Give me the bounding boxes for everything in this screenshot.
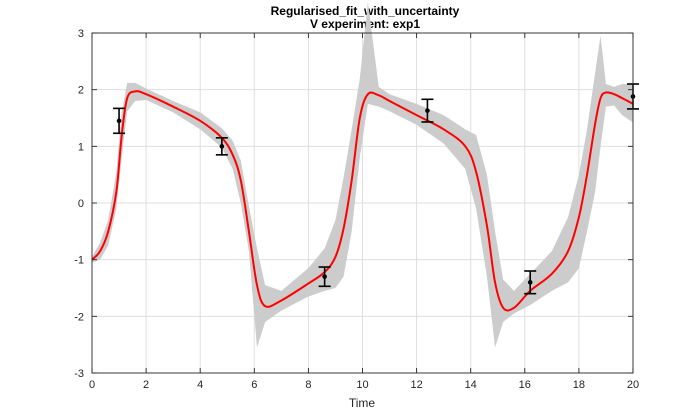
uncertainty-band xyxy=(92,1,633,348)
data-marker xyxy=(425,108,430,113)
data-point xyxy=(113,107,126,135)
x-tick-label: 20 xyxy=(627,379,639,391)
y-axis-ticks: -3 -2 -1 0 1 2 3 xyxy=(74,28,633,380)
x-tick-label: 12 xyxy=(410,379,422,391)
x-tick-label: 18 xyxy=(573,379,585,391)
data-marker xyxy=(322,274,327,279)
data-point xyxy=(421,98,434,123)
chart-subtitle: V experiment: exp1 xyxy=(310,17,420,31)
fit-line xyxy=(91,90,634,312)
x-axis-ticks: 0 2 4 6 8 10 12 14 16 18 20 xyxy=(89,33,639,391)
data-marker xyxy=(219,144,225,149)
y-tick-label: -3 xyxy=(74,368,84,380)
chart-title: Regularised_fit_with_uncertainty xyxy=(271,4,460,18)
uncertainty-band-group xyxy=(92,1,633,348)
x-axis-label: Time xyxy=(349,396,376,410)
data-point xyxy=(215,137,228,156)
x-tick-label: 4 xyxy=(197,379,203,391)
x-tick-label: 8 xyxy=(305,379,311,391)
x-tick-label: 16 xyxy=(519,379,531,391)
data-point xyxy=(524,270,537,295)
y-tick-label: 0 xyxy=(78,198,84,210)
y-tick-label: 3 xyxy=(78,28,84,40)
data-marker xyxy=(116,118,122,124)
y-tick-label: 1 xyxy=(78,141,84,153)
x-tick-label: 6 xyxy=(251,379,257,391)
y-tick-label: -1 xyxy=(74,255,84,267)
y-tick-label: -2 xyxy=(74,311,84,323)
x-tick-label: 0 xyxy=(89,379,95,391)
y-tick-label: 2 xyxy=(78,85,84,97)
data-point xyxy=(318,266,331,288)
grid xyxy=(91,32,634,374)
x-tick-label: 2 xyxy=(143,379,149,391)
fit-line-group xyxy=(91,90,634,312)
data-marker xyxy=(527,280,533,285)
x-tick-label: 10 xyxy=(356,379,368,391)
x-tick-label: 14 xyxy=(465,379,477,391)
